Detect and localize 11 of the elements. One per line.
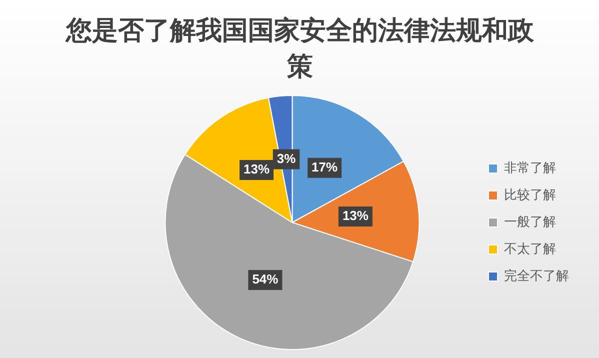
data-label: 54% — [252, 272, 279, 287]
data-label: 17% — [312, 159, 338, 174]
legend-label: 非常了解 — [504, 160, 556, 176]
legend-label: 不太了解 — [504, 241, 556, 256]
data-label: 3% — [276, 150, 296, 166]
data-label: 13% — [342, 208, 369, 224]
legend-label: 比较了解 — [504, 187, 556, 202]
legend-label: 完全不了解 — [504, 268, 569, 284]
data-label: 13% — [244, 162, 270, 177]
chart-title: 您是否了解我国国家安全的法律法规和政策 — [64, 14, 535, 83]
legend-label: 一般了解 — [504, 214, 556, 230]
